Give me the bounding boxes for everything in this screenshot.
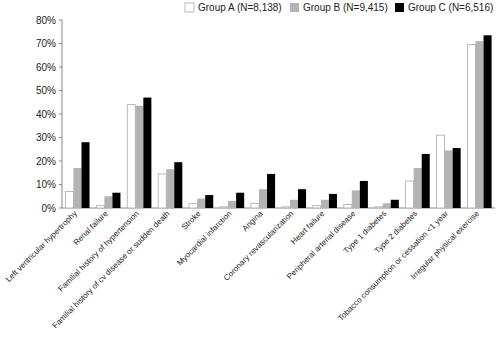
x-tick-label: Left ventricular hypertrophy [4, 209, 79, 284]
x-tick-label: Stroke [180, 209, 203, 232]
x-tick-label: Tobacco consumption or cessation <1 year [336, 209, 450, 323]
y-tick [59, 161, 62, 162]
bar [259, 189, 267, 208]
y-tick-label: 60% [36, 62, 56, 73]
legend-label: Group A (N=8,138) [198, 2, 282, 13]
x-tick-label: Myocardial infarction [175, 209, 233, 267]
bar [220, 207, 228, 208]
bar [127, 105, 135, 208]
bar [414, 168, 422, 208]
y-tick-label: 40% [36, 109, 56, 120]
bar [360, 181, 368, 208]
bar [484, 35, 492, 208]
legend: Group A (N=8,138) Group B (N=9,415) Group … [185, 2, 493, 13]
bar [467, 45, 475, 208]
bar [329, 194, 337, 208]
y-tick-label: 70% [36, 38, 56, 49]
bar [174, 162, 182, 208]
bar [476, 41, 484, 208]
y-tick [59, 184, 62, 185]
y-tick [59, 208, 62, 209]
bar [437, 135, 445, 208]
y-tick-label: 10% [36, 179, 56, 190]
bar [135, 106, 143, 208]
y-tick-label: 30% [36, 132, 56, 143]
bar [321, 200, 329, 208]
bar [81, 142, 89, 208]
bar [205, 195, 213, 208]
x-tick-label: Irregular physical exercise [409, 209, 481, 281]
bar [228, 201, 236, 208]
x-tick-label: Angina [240, 209, 264, 233]
bar [96, 206, 104, 208]
bar [298, 189, 306, 208]
y-tick-label: 80% [36, 15, 56, 26]
bar [236, 193, 244, 208]
legend-swatch [290, 3, 299, 12]
legend-swatch [395, 3, 404, 12]
bar [282, 207, 290, 208]
bar [391, 200, 399, 208]
y-tick-label: 50% [36, 85, 56, 96]
bar [158, 174, 166, 208]
bar [406, 181, 414, 208]
bar [189, 203, 197, 208]
y-tick [59, 90, 62, 91]
y-tick [59, 114, 62, 115]
bar [104, 196, 112, 208]
bar [112, 193, 120, 208]
bar [445, 150, 453, 208]
y-tick [59, 20, 62, 21]
bar [383, 203, 391, 208]
y-tick [59, 137, 62, 138]
bar [73, 168, 81, 208]
legend-label: Group C (N=6,516) [408, 2, 493, 13]
bar [352, 190, 360, 208]
y-tick-label: 20% [36, 156, 56, 167]
bar [344, 204, 352, 208]
x-tick-label: Coronary revascularization [222, 209, 296, 283]
bar [375, 207, 383, 208]
legend-swatch [185, 3, 194, 12]
bar [453, 148, 461, 208]
bar [143, 98, 151, 208]
bar [65, 192, 73, 208]
bar [267, 174, 275, 208]
bar [166, 169, 174, 208]
bar [251, 203, 259, 208]
bars [65, 35, 491, 208]
y-tick [59, 43, 62, 44]
bar [290, 200, 298, 208]
bar [197, 199, 205, 208]
bar [313, 206, 321, 208]
x-tick-label: Familial history of cv disease or sudden… [51, 209, 172, 330]
y-tick-label: 0% [42, 203, 57, 214]
y-tick [59, 67, 62, 68]
legend-label: Group B (N=9,415) [303, 2, 388, 13]
chart: 0% 10% 20% 30% 40% 50% 60% 70% 80% Left ventricul… [0, 0, 500, 354]
bar [422, 154, 430, 208]
